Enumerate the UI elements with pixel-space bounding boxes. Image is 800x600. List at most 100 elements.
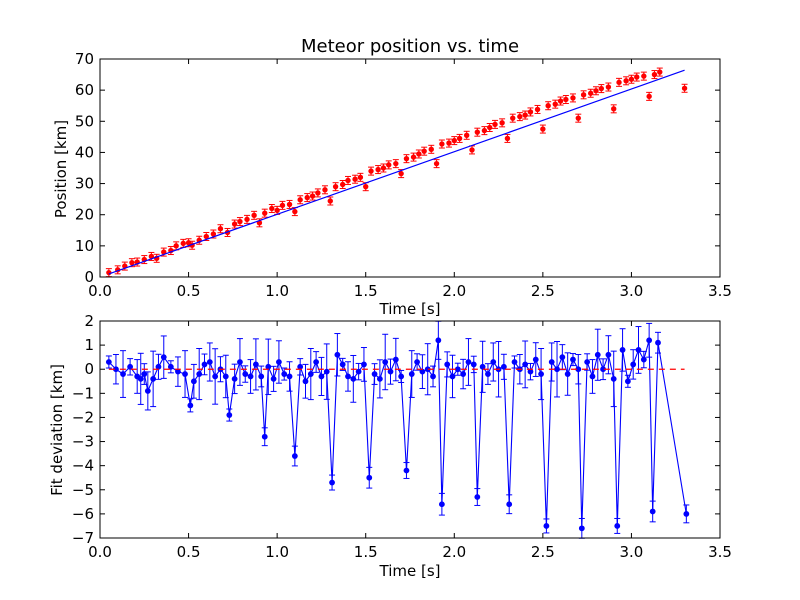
data-point [410, 154, 417, 160]
data-point [532, 356, 539, 363]
data-point [564, 371, 571, 377]
x-tick-label: 1.5 [354, 543, 378, 561]
data-point [167, 363, 174, 370]
data-point [352, 176, 358, 182]
data-point [446, 140, 452, 146]
data-point [646, 93, 652, 100]
x-axis-label: Time [s] [379, 562, 441, 580]
data-point [449, 373, 456, 380]
data-point [580, 92, 587, 98]
data-point [327, 198, 333, 204]
data-point [683, 510, 690, 517]
data-point [318, 373, 325, 380]
data-point [490, 359, 497, 365]
data-point [274, 207, 280, 214]
x-tick-label: 1.0 [265, 543, 289, 561]
data-point [182, 371, 188, 377]
data-point [517, 113, 523, 120]
data-point [376, 375, 383, 382]
data-point [180, 240, 186, 247]
data-point [382, 359, 389, 365]
data-point [522, 361, 529, 368]
y-tick-label: 60 [75, 81, 94, 99]
data-point [527, 109, 534, 115]
data-point [307, 371, 314, 377]
data-point [201, 361, 208, 368]
data-point [451, 137, 457, 144]
x-tick-label: 3.0 [619, 543, 643, 561]
data-point [155, 363, 162, 370]
y-tick-label: 10 [75, 237, 94, 255]
data-point [190, 378, 197, 385]
data-point [623, 78, 629, 84]
data-point [386, 162, 392, 168]
axes-frame [99, 58, 721, 278]
data-point [510, 115, 516, 121]
data-point [538, 371, 544, 377]
position-plot-area: 0.0 0.5 1.0 1.5 2.0 2.5 3.0 3.5 0 10 20 30 40 50 60 70 [75, 50, 732, 300]
y-tick-label: 20 [75, 206, 94, 224]
data-point [527, 368, 534, 375]
x-axis-label: Time [s] [379, 300, 441, 318]
data-point [430, 373, 436, 380]
data-point [614, 523, 621, 529]
data-point [534, 106, 541, 113]
data-point [611, 106, 617, 112]
data-point [408, 371, 415, 377]
data-point [357, 174, 364, 181]
data-point [339, 361, 346, 368]
data-point [594, 351, 601, 358]
data-point [522, 112, 528, 118]
data-point [640, 356, 647, 363]
data-point [414, 359, 420, 365]
y-tick-label: −5 [72, 481, 94, 499]
data-point [375, 166, 381, 173]
data-point [363, 183, 369, 190]
data-point [286, 201, 293, 208]
data-point [444, 361, 451, 368]
data-point [329, 479, 335, 486]
data-point [635, 347, 642, 353]
deviation-plot-area: 0.0 0.5 1.0 1.5 2.0 2.5 3.0 3.5 −7 −6 −5 −4 −3 −2 −1 0 1… [72, 312, 732, 561]
data-point [137, 375, 144, 382]
data-point [304, 194, 310, 201]
x-tick-label: 0.0 [88, 543, 112, 561]
data-point [605, 351, 612, 358]
data-point [610, 375, 617, 382]
data-point [554, 366, 560, 373]
y-tick-label: −1 [72, 384, 94, 402]
data-point [368, 168, 374, 174]
data-point [251, 212, 257, 219]
data-point [160, 354, 167, 361]
data-point [302, 378, 309, 385]
data-point [150, 375, 157, 382]
data-point [297, 197, 303, 203]
data-point [322, 187, 328, 193]
data-point [545, 103, 551, 109]
data-point [403, 155, 410, 162]
x-tick-label: 2.5 [531, 282, 555, 300]
y-tick-label: 30 [75, 175, 94, 193]
x-tick-label: 2.5 [531, 543, 555, 561]
data-point [175, 368, 181, 375]
data-point [261, 433, 268, 440]
data-point [270, 375, 277, 382]
y-tick-label: −3 [72, 433, 94, 451]
data-point [339, 181, 346, 188]
data-point [474, 494, 481, 500]
data-point [454, 366, 461, 373]
data-point [428, 146, 434, 153]
data-point [589, 373, 596, 380]
x-tick-label: 3.5 [708, 282, 732, 300]
data-point [222, 373, 229, 380]
data-point [438, 501, 445, 508]
data-point [499, 120, 505, 126]
data-point [387, 368, 394, 375]
y-axis-label: Position [km] [52, 120, 70, 218]
data-point [598, 85, 605, 92]
chart-title: Meteor position vs. time [301, 36, 519, 57]
data-point [681, 85, 688, 91]
data-point [559, 354, 566, 361]
data-point [292, 208, 298, 215]
